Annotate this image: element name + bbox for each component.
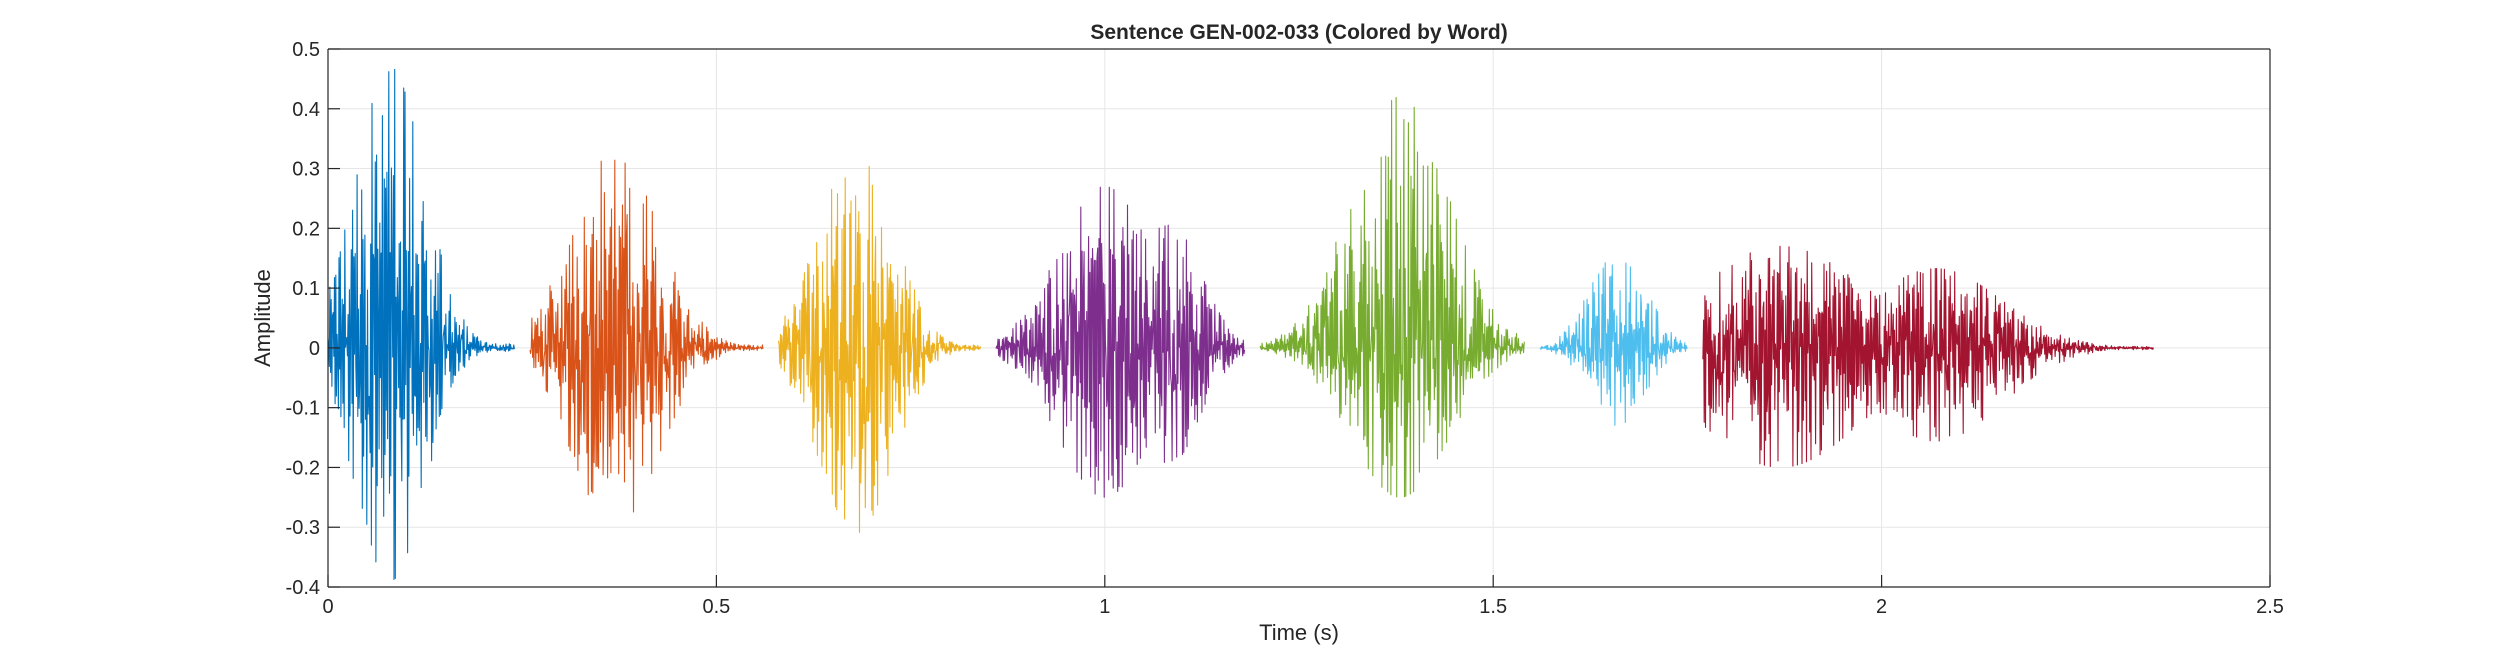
word-waveform-2 — [529, 159, 764, 513]
word-waveform-6 — [1539, 262, 1688, 426]
y-tick-label: 0.2 — [292, 218, 320, 240]
y-tick-label: -0.2 — [286, 457, 320, 479]
word-series-layer — [327, 68, 2155, 581]
word-waveform-4 — [995, 186, 1246, 498]
word-waveform-1 — [327, 68, 515, 581]
y-tick-label: -0.4 — [286, 577, 320, 599]
y-axis-label: Amplitude — [250, 269, 275, 367]
x-tick-label: 0.5 — [702, 596, 730, 618]
word-waveform-5 — [1259, 97, 1525, 498]
x-tick-label: 1 — [1099, 596, 1110, 618]
x-axis-label: Time (s) — [1259, 620, 1339, 645]
chart-title: Sentence GEN-002-033 (Colored by Word) — [1090, 21, 1507, 44]
tick-labels: 0 0.5 1 1.5 2 2.5 -0.4 -0.3 -0.2 -0.1 0 0.1 0.2 0.3 0.… — [286, 39, 2284, 618]
x-tick-label: 2.5 — [2256, 596, 2284, 618]
y-tick-label: 0 — [309, 338, 320, 360]
word-waveform-3 — [777, 165, 982, 534]
y-tick-label: -0.1 — [286, 398, 320, 420]
y-tick-label: 0.1 — [292, 278, 320, 300]
y-tick-label: 0.5 — [292, 39, 320, 61]
y-tick-label: 0.3 — [292, 159, 320, 181]
x-tick-label: 2 — [1876, 596, 1887, 618]
axes — [327, 48, 2271, 588]
y-tick-label: 0.4 — [292, 99, 320, 121]
x-tick-label: 0 — [322, 596, 333, 618]
y-tick-label: -0.3 — [286, 517, 320, 539]
word-waveform-7 — [1702, 245, 2155, 468]
x-tick-label: 1.5 — [1479, 596, 1507, 618]
